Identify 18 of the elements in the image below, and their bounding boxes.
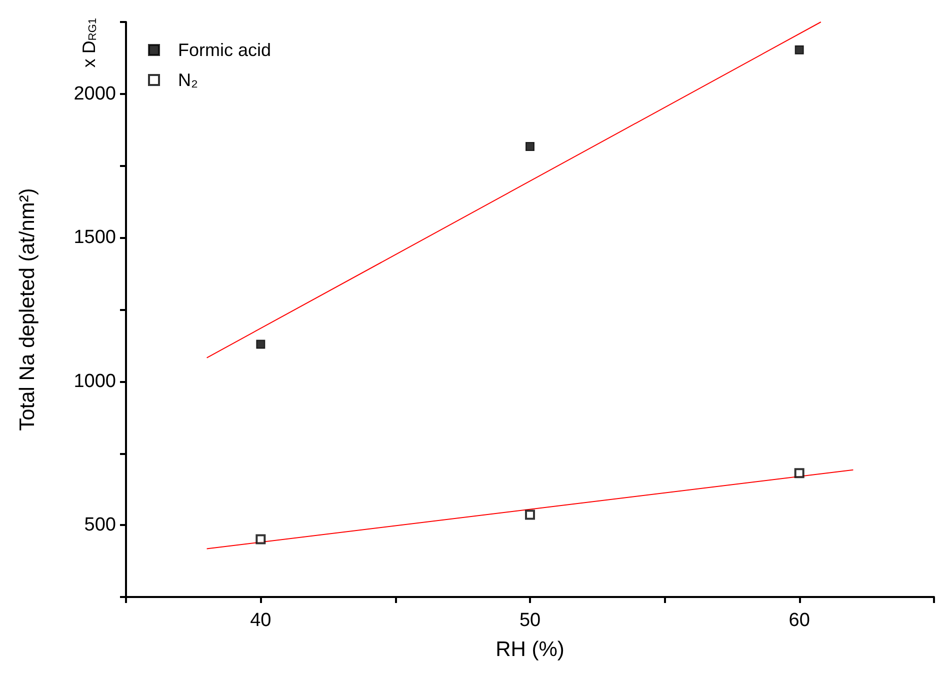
text: x DRG1 <box>79 18 99 68</box>
point <box>525 510 535 520</box>
y-tick-label: 500 <box>84 514 116 536</box>
point <box>794 45 804 54</box>
point <box>256 340 266 349</box>
y-tick-label: 2000 <box>74 83 116 104</box>
y-axis-title: Total Na depleted (at/nm²) <box>16 188 39 431</box>
legend-label: N₂ <box>178 70 198 90</box>
x-tick-label: 40 <box>250 610 272 631</box>
x-tick-label: 60 <box>788 610 810 631</box>
y-tick-label: 1500 <box>74 227 116 248</box>
x-axis-title: RH (%) <box>496 638 564 661</box>
y-tick-label: 1000 <box>74 370 116 392</box>
point <box>256 534 266 544</box>
x-tick-label: 50 <box>519 610 541 631</box>
point <box>794 468 804 478</box>
point <box>526 142 534 151</box>
legend-label: Formic acid <box>178 40 272 60</box>
